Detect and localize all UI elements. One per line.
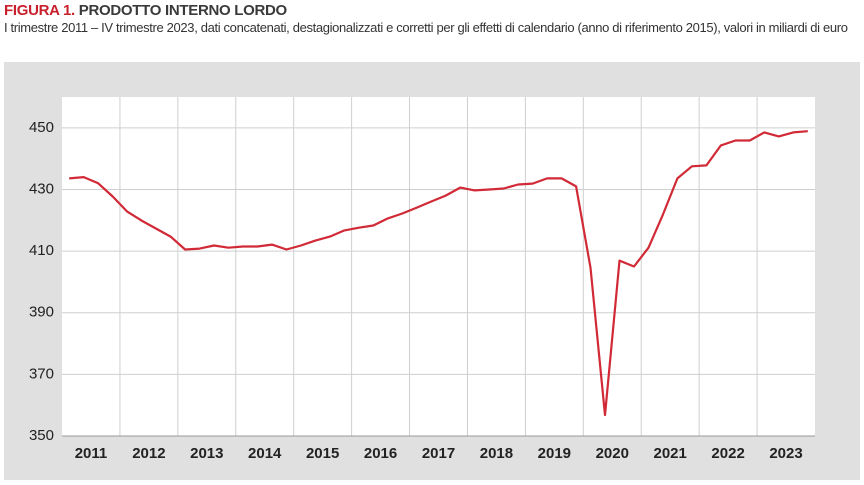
- y-tick-label: 450: [29, 119, 54, 136]
- subtitle: I trimestre 2011 – IV trimestre 2023, da…: [4, 20, 848, 35]
- chart-title: PRODOTTO INTERNO LORDO: [78, 2, 287, 19]
- x-tick-label: 2012: [132, 445, 165, 462]
- plot-area: [62, 97, 815, 436]
- y-tick-label: 410: [29, 242, 54, 259]
- x-tick-label: 2017: [422, 445, 455, 462]
- y-tick-label: 390: [29, 304, 54, 321]
- x-tick-label: 2023: [769, 445, 802, 462]
- x-tick-label: 2014: [248, 445, 282, 462]
- x-tick-label: 2016: [364, 445, 397, 462]
- x-tick-label: 2015: [306, 445, 339, 462]
- x-tick-label: 2018: [480, 445, 513, 462]
- x-tick-label: 2022: [711, 445, 744, 462]
- data-line: [69, 130, 808, 417]
- y-tick-label: 430: [29, 180, 54, 197]
- y-tick-label: 350: [29, 427, 54, 444]
- header: FIGURA 1. PRODOTTO INTERNO LORDO I trime…: [4, 2, 860, 36]
- x-tick-label: 2011: [75, 445, 108, 462]
- x-tick-label: 2020: [596, 445, 629, 462]
- y-tick-label: 370: [29, 365, 54, 382]
- x-tick-label: 2019: [538, 445, 571, 462]
- x-tick-label: 2013: [190, 445, 223, 462]
- x-tick-label: 2021: [654, 445, 687, 462]
- title-line: FIGURA 1. PRODOTTO INTERNO LORDO: [4, 2, 860, 19]
- figure-label: FIGURA 1.: [4, 2, 75, 19]
